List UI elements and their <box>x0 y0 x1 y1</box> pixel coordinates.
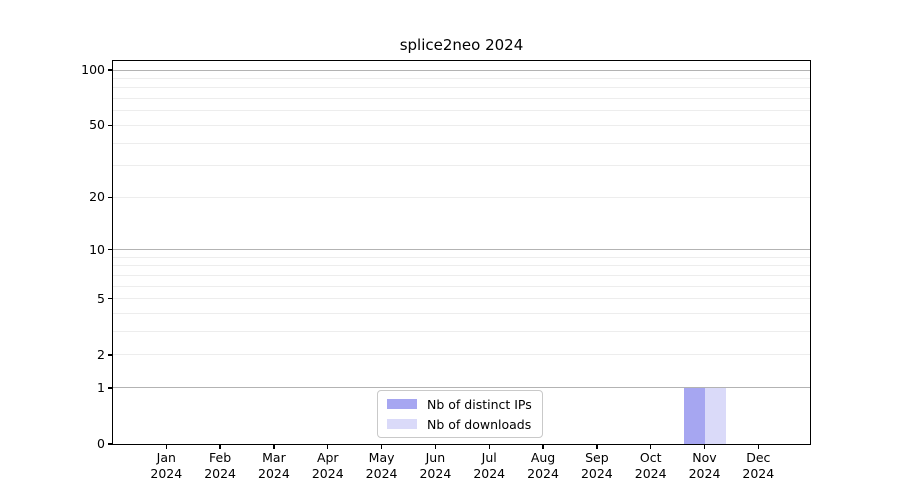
bar-distinct-ips <box>683 387 705 444</box>
x-tick-year: 2024 <box>258 465 290 481</box>
x-tick-label: Nov 2024 <box>673 450 737 481</box>
x-tick-year: 2024 <box>688 465 721 481</box>
x-tick-year: 2024 <box>473 465 506 481</box>
gridline-minor <box>113 165 810 167</box>
gridline-minor <box>113 77 810 79</box>
y-tick-label: 0 <box>97 436 105 451</box>
x-tick-label: Apr 2024 <box>296 450 360 481</box>
x-tick-label: Dec 2024 <box>726 450 790 481</box>
x-tick-label: Jul 2024 <box>457 450 521 481</box>
x-tick-month: Feb <box>209 450 232 465</box>
x-tick <box>165 444 167 449</box>
chart-title: splice2neo 2024 <box>399 36 524 54</box>
x-tick-year: 2024 <box>150 465 183 481</box>
y-tick <box>108 387 113 389</box>
x-tick <box>649 444 652 449</box>
y-tick <box>108 443 113 445</box>
gridline-minor <box>113 298 810 300</box>
x-tick-label: Sep 2024 <box>565 450 629 481</box>
x-tick-label: Aug 2024 <box>511 450 575 481</box>
gridline-decade <box>113 249 810 251</box>
x-tick-year: 2024 <box>742 465 775 481</box>
y-tick-label: 2 <box>97 346 105 362</box>
gridline-minor <box>113 313 810 315</box>
legend-label-distinct-ips: Nb of distinct IPs <box>427 396 532 412</box>
x-tick-month: May <box>368 450 395 465</box>
x-tick <box>434 444 437 449</box>
x-tick-year: 2024 <box>634 465 667 481</box>
x-tick <box>542 444 544 449</box>
gridline-minor <box>113 110 810 112</box>
x-tick <box>703 444 706 449</box>
x-tick <box>273 444 275 449</box>
y-tick <box>108 69 113 71</box>
gridline-minor <box>113 124 810 126</box>
y-tick <box>108 248 113 251</box>
y-tick <box>108 196 113 198</box>
y-tick-label: 10 <box>89 241 105 257</box>
x-tick-label: Jan 2024 <box>134 450 198 481</box>
legend-item-distinct-ips: Nb of distinct IPs <box>387 398 533 411</box>
y-tick-label: 5 <box>97 290 105 306</box>
x-tick-month: Nov <box>692 450 717 465</box>
y-tick-label: 1 <box>97 379 105 395</box>
y-tick-label: 100 <box>81 62 105 77</box>
x-tick-month: Jul <box>481 450 497 465</box>
x-tick-month: Apr <box>316 450 339 465</box>
x-tick-month: Mar <box>262 450 286 465</box>
legend-swatch-downloads <box>387 419 417 429</box>
y-tick <box>108 124 113 127</box>
x-tick-label: Oct 2024 <box>619 450 683 481</box>
gridline-minor <box>113 256 810 258</box>
x-tick <box>380 444 383 449</box>
gridline-minor <box>113 196 810 198</box>
x-tick-month: Sep <box>585 450 609 465</box>
x-tick-year: 2024 <box>527 465 559 481</box>
x-tick-label: Jun 2024 <box>403 450 467 481</box>
x-tick-year: 2024 <box>365 465 398 481</box>
gridline-minor <box>113 274 810 276</box>
gridline-minor <box>113 331 810 333</box>
x-tick-month: Jan <box>156 450 176 465</box>
x-tick-year: 2024 <box>204 465 237 481</box>
gridline-decade <box>113 69 810 71</box>
gridline-minor <box>113 98 810 100</box>
gridline-minor <box>113 265 810 267</box>
x-tick <box>488 444 490 449</box>
x-tick-label: May 2024 <box>350 450 414 481</box>
x-tick-month: Oct <box>639 450 662 465</box>
y-tick <box>108 354 113 356</box>
x-tick <box>327 444 329 449</box>
legend: Nb of distinct IPs Nb of downloads <box>377 390 543 438</box>
bar-downloads <box>704 387 726 444</box>
x-tick <box>757 444 759 449</box>
x-tick <box>219 444 221 449</box>
x-tick-label: Feb 2024 <box>188 450 252 481</box>
gridline-minor <box>113 285 810 287</box>
gridline-minor <box>113 87 810 89</box>
x-tick-year: 2024 <box>311 465 344 481</box>
x-tick-label: Mar 2024 <box>242 450 306 481</box>
x-tick-month: Aug <box>530 450 556 465</box>
x-tick-year: 2024 <box>419 465 452 481</box>
legend-item-downloads: Nb of downloads <box>387 418 533 431</box>
gridline-minor <box>113 354 810 356</box>
y-tick-label: 20 <box>89 189 105 205</box>
legend-label-downloads: Nb of downloads <box>427 416 532 432</box>
y-tick <box>108 298 113 300</box>
x-tick-month: Jun <box>425 450 446 465</box>
y-tick-label: 50 <box>89 117 105 133</box>
legend-swatch-distinct-ips <box>387 399 417 409</box>
x-tick-year: 2024 <box>580 465 613 481</box>
gridline-decade <box>113 387 810 389</box>
x-tick-month: Dec <box>746 450 771 465</box>
x-tick <box>596 444 598 449</box>
gridline-minor <box>113 142 810 144</box>
